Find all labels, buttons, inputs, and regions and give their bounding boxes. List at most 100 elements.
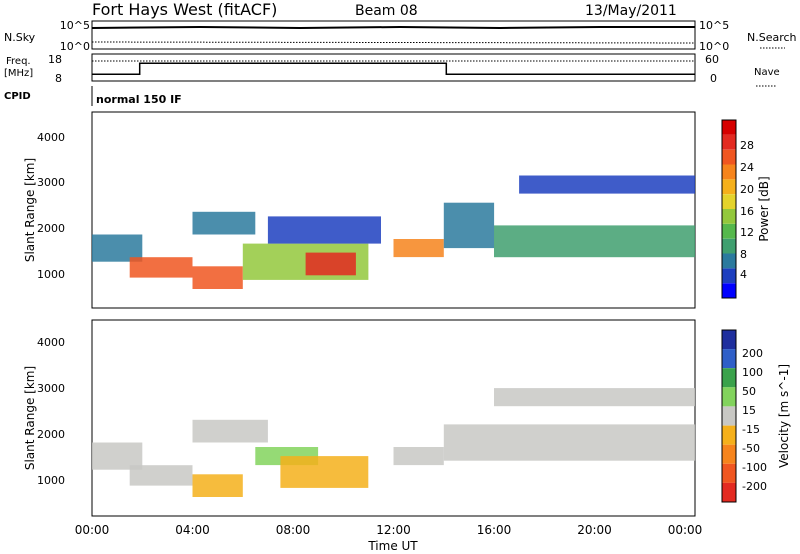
vel-cbar-swatch-5 (722, 425, 736, 445)
power-cbar-swatch-8 (722, 164, 736, 180)
station-title: Fort Hays West (fitACF) (92, 0, 277, 19)
vel-cbar-tick-m200: -200 (742, 480, 767, 493)
power-cbar-swatch-4 (722, 223, 736, 239)
xtick-0000: 00:00 (75, 523, 110, 537)
xtick-1600: 16:00 (477, 523, 512, 537)
noise-panel (91, 20, 696, 50)
power-band-1 (129, 257, 193, 278)
freq-label: Freq. (6, 56, 31, 67)
nsearch-label: N.Search (747, 31, 797, 44)
power-band-5 (305, 252, 356, 276)
power-cbar-tick-16: 16 (740, 205, 754, 218)
freq-right-tick-hi: 60 (705, 53, 719, 66)
noise-left-tick-hi: 10^5 (60, 19, 90, 32)
velocity-band-0 (92, 442, 143, 470)
x-axis-label: Time UT (367, 539, 418, 553)
power-panel (91, 111, 696, 309)
power-band-10 (519, 175, 695, 194)
date-label: 13/May/2011 (585, 3, 677, 19)
power-band-6 (267, 216, 381, 244)
power-cbar-tick-8: 8 (740, 248, 747, 261)
power-cbar-swatch-1 (722, 268, 736, 284)
power-cbar-swatch-7 (722, 179, 736, 195)
power-cbar-swatch-5 (722, 209, 736, 224)
power-cbar-tick-4: 4 (740, 268, 747, 281)
power-band-0 (92, 234, 143, 262)
vel-cbar-tick-200: 200 (742, 347, 763, 360)
nsearch-line (91, 41, 696, 44)
power-ytick-1000: 1000 (37, 268, 65, 281)
noise-right-tick-lo: 10^0 (699, 40, 729, 53)
freq-line (92, 62, 695, 76)
vel-cbar-tick-m100: -100 (742, 461, 767, 474)
velocity-band-2 (192, 474, 243, 497)
velocity-band-7 (443, 424, 696, 461)
velocity-ytick-1000: 1000 (37, 474, 65, 487)
power-ytick-4000: 4000 (37, 131, 65, 144)
power-ylabel: Slant Range [km] (23, 158, 37, 262)
vel-cbar-tick-m15: -15 (742, 423, 760, 436)
vel-cbar-swatch-1 (722, 349, 736, 369)
noise-right-tick-hi: 10^5 (699, 19, 729, 32)
power-cbar-tick-12: 12 (740, 226, 754, 239)
cpid-text: normal 150 IF (96, 93, 182, 106)
noise-left-tick-lo: 10^0 (60, 40, 90, 53)
velocity-band-5 (280, 456, 369, 488)
nave-label: Nave (754, 67, 780, 78)
power-cbar-swatch-0 (722, 283, 736, 298)
power-band-9 (494, 225, 695, 258)
vel-cbar-swatch-0 (722, 330, 736, 350)
xtick-0400: 04:00 (175, 523, 210, 537)
power-cbar-tick-28: 28 (740, 139, 754, 152)
vel-cbar-tick-m50: -50 (742, 442, 760, 455)
power-band-8 (443, 202, 495, 249)
power-cbar-swatch-11 (722, 120, 736, 135)
power-cbar-swatch-2 (722, 253, 736, 269)
vel-cbar-tick-15: 15 (742, 404, 756, 417)
power-cbar-swatch-6 (722, 194, 736, 209)
power-cbar-tick-20: 20 (740, 183, 754, 196)
power-colorbar-label: Power [dB] (757, 176, 771, 241)
nsky-line (91, 25, 695, 30)
beam-label: Beam 08 (355, 3, 418, 19)
vel-cbar-tick-100: 100 (742, 366, 763, 379)
power-ytick-3000: 3000 (37, 176, 65, 189)
power-colorbar (722, 120, 736, 298)
velocity-ytick-3000: 3000 (37, 382, 65, 395)
velocity-panel (91, 319, 696, 517)
velocity-bands (92, 388, 696, 497)
vel-cbar-tick-50: 50 (742, 385, 756, 398)
vel-cbar-swatch-3 (722, 387, 736, 407)
nsky-label: N.Sky (4, 31, 36, 44)
power-band-2 (192, 211, 256, 235)
velocity-band-1 (129, 465, 193, 486)
freq-left-tick-hi: 18 (48, 53, 62, 66)
velocity-colorbar-frame (721, 329, 737, 503)
freq-left-tick-lo: 8 (55, 72, 62, 85)
vel-cbar-swatch-7 (722, 463, 736, 483)
power-cbar-tick-24: 24 (740, 161, 754, 174)
vel-cbar-swatch-8 (722, 482, 736, 502)
vel-cbar-swatch-6 (722, 444, 736, 464)
velocity-band-8 (494, 388, 695, 407)
power-cbar-swatch-10 (722, 134, 736, 150)
cpid-label: CPID (4, 91, 31, 102)
freq-right-tick-lo: 0 (710, 72, 717, 85)
xtick-1200: 12:00 (376, 523, 411, 537)
velocity-band-6 (393, 447, 444, 466)
power-bands (92, 175, 695, 289)
velocity-band-3 (192, 419, 268, 443)
xtick-0800: 08:00 (276, 523, 311, 537)
xtick-2400: 00:00 (668, 523, 703, 537)
power-cbar-swatch-3 (722, 238, 736, 254)
power-band-3 (192, 266, 243, 289)
freq-panel (91, 53, 696, 82)
velocity-colorbar-label: Velocity [m s^-1] (777, 364, 791, 468)
velocity-ylabel: Slant Range [km] (23, 366, 37, 470)
velocity-colorbar (722, 330, 736, 502)
freq-unit-label: [MHz] (4, 68, 33, 79)
vel-cbar-swatch-2 (722, 368, 736, 388)
power-band-7 (393, 239, 444, 258)
power-cbar-swatch-9 (722, 149, 736, 165)
